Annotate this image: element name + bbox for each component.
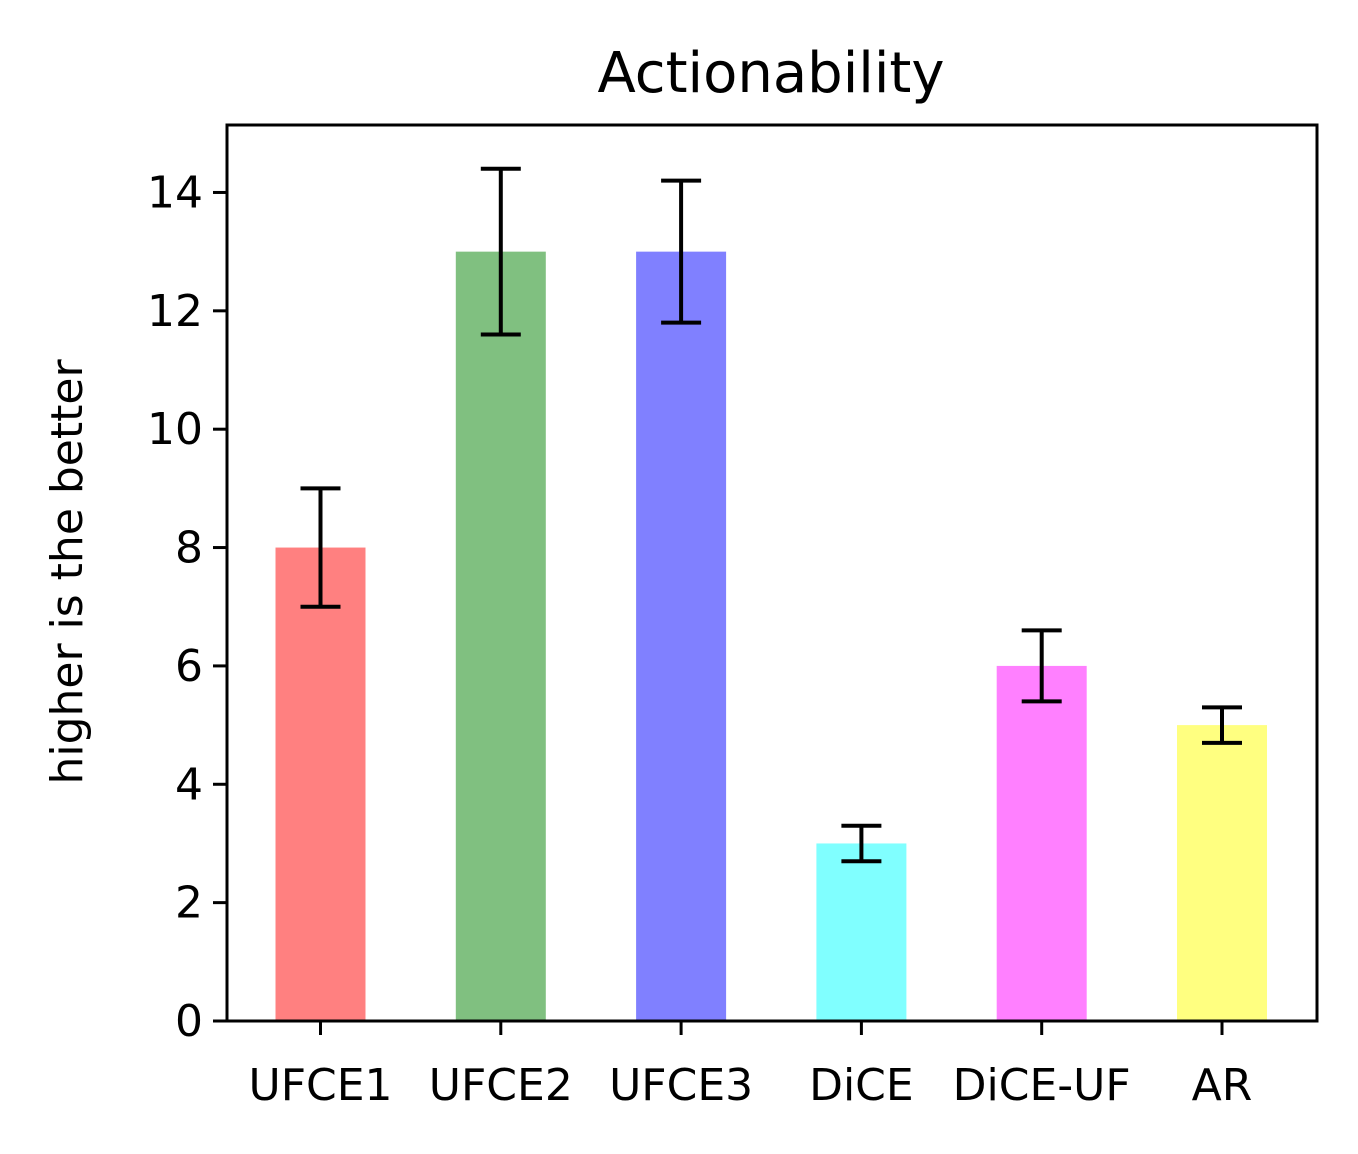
bar-dice [816, 843, 907, 1021]
x-tick-label: UFCE1 [248, 1060, 392, 1111]
y-axis-label: higher is the better [42, 359, 93, 785]
y-tick-label: 12 [147, 286, 203, 337]
y-tick-label: 10 [147, 404, 203, 455]
y-tick-label: 2 [175, 878, 203, 929]
plot-frame [225, 123, 1319, 1023]
bar-ufce1 [275, 547, 366, 1021]
y-tick-label: 6 [175, 641, 203, 692]
chart-title: Actionability [597, 41, 944, 106]
error-bars-group [300, 166, 1242, 864]
x-tick-label: DiCE-UF [953, 1060, 1131, 1111]
x-tick-label: DiCE [809, 1060, 914, 1111]
x-tick-label: AR [1192, 1060, 1253, 1111]
y-tick-label: 0 [175, 996, 203, 1047]
bars-group [275, 251, 1267, 1022]
x-tick-label: UFCE2 [429, 1060, 573, 1111]
y-axis: 0 2 4 6 8 10 12 14 [147, 167, 227, 1047]
y-tick-label: 8 [175, 523, 203, 574]
bar-ufce2 [455, 251, 546, 1022]
x-axis: UFCE1 UFCE2 UFCE3 DiCE DiCE-UF AR [248, 1021, 1252, 1111]
bar-dice-uf [996, 665, 1087, 1021]
bar-ufce3 [636, 251, 727, 1022]
y-tick-label: 4 [175, 759, 203, 810]
y-tick-label: 14 [147, 167, 203, 218]
bar-ar [1177, 725, 1267, 1021]
x-tick-label: UFCE3 [609, 1060, 753, 1111]
